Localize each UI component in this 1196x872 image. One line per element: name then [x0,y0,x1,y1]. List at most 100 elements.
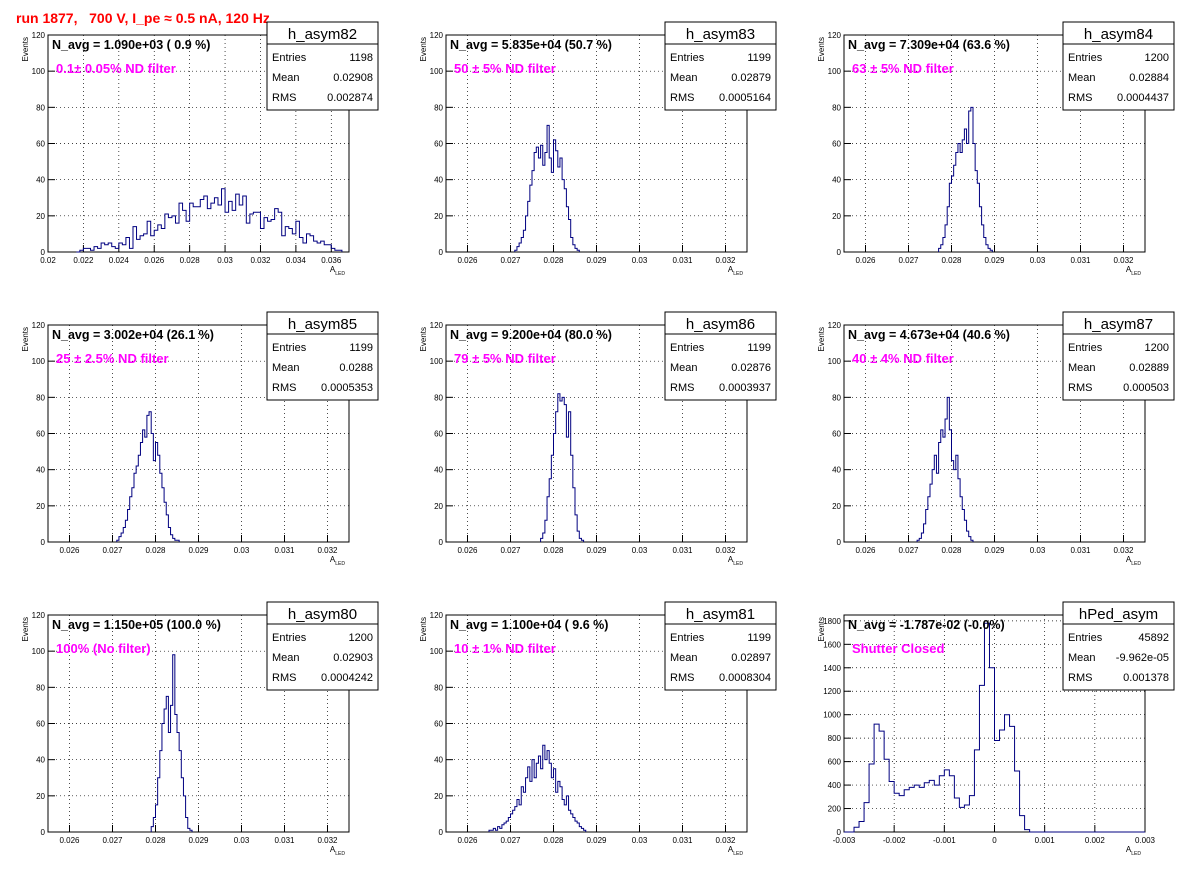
stats-label: RMS [670,672,694,684]
stats-label: Entries [1068,632,1103,644]
y-tick-label: 20 [36,792,45,801]
x-tick-label: 0.031 [274,836,295,845]
y-tick-label: 120 [430,31,444,40]
filter-annotation: Shutter Closed [852,641,945,656]
y-tick-label: 1800 [823,617,841,626]
x-tick-label: 0.032 [250,256,271,265]
x-tick-label: 0.026 [59,546,80,555]
x-tick-label: 0.031 [672,836,693,845]
histogram-series [938,106,993,252]
y-axis-label: Events [817,617,826,641]
stats-label: Entries [1068,52,1103,64]
y-tick-label: 0 [439,248,444,257]
y-tick-label: 80 [36,683,45,692]
x-axis-label-sub: LED [335,271,345,277]
stats-box-title: h_asym86 [686,316,755,333]
stats-label: Mean [1068,362,1096,374]
y-axis-label: Events [21,37,30,61]
stats-box-frame [1062,601,1175,691]
stats-box-title: h_asym80 [288,606,357,623]
histogram-panel-h_asym82: 0.02 0.022 0.024 0.026 0.028 0.03 0.032 0.034 0.… [21,21,379,277]
x-tick-label: 0.026 [855,256,876,265]
stats-box: h_asym84 Entries 1200 Mean 0.02884 RMS 0.00044… [1062,21,1175,111]
stats-value: 0.02908 [333,72,373,84]
stats-label: Mean [1068,72,1096,84]
histogram-panel-h_asym87: 0.026 0.027 0.028 0.029 0.03 0.031 0.032 0 20 40 6… [817,311,1175,567]
y-tick-label: 60 [434,430,443,439]
y-tick-label: 80 [434,683,443,692]
x-axis-label-sub: LED [1131,271,1141,277]
y-axis-label: Events [817,37,826,61]
stats-box: h_asym82 Entries 1198 Mean 0.02908 RMS 0.00287… [266,21,379,111]
stats-label: Entries [272,52,307,64]
y-tick-label: 100 [32,67,46,76]
y-tick-label: 1000 [823,711,841,720]
stats-value: 1198 [349,52,373,64]
stats-box-frame [266,601,379,691]
stats-value: 0.0005353 [321,382,373,394]
y-tick-label: 40 [36,756,45,765]
x-axis-label: ALED [1126,265,1141,277]
x-tick-label: 0.027 [500,836,521,845]
x-axis-label: ALED [1126,555,1141,567]
x-tick-label: -0.002 [883,836,906,845]
x-tick-label: 0.029 [586,836,607,845]
stats-label: RMS [1068,92,1092,104]
y-tick-label: 60 [832,430,841,439]
stats-box: h_asym80 Entries 1200 Mean 0.02903 RMS 0.00042… [266,601,379,691]
y-tick-label: 100 [32,357,46,366]
x-tick-label: 0.024 [109,256,130,265]
y-tick-label: 0 [439,538,444,547]
x-tick-label: 0.032 [1113,256,1134,265]
y-axis-label: Events [419,327,428,351]
stats-box-title: h_asym87 [1084,316,1153,333]
y-tick-label: 100 [430,357,444,366]
stats-label: Mean [670,652,698,664]
y-tick-label: 120 [828,321,842,330]
stats-label: Entries [670,342,705,354]
y-tick-label: 80 [36,103,45,112]
y-tick-label: 0 [41,538,46,547]
y-tick-label: 20 [434,212,443,221]
x-tick-label: 0.027 [898,256,919,265]
x-axis-label-sub: LED [335,561,345,567]
navg-text: N_avg = 9.200e+04 (80.0 %) [450,328,612,342]
x-tick-label: 0.026 [457,836,478,845]
y-tick-label: 120 [430,611,444,620]
y-axis-label: Events [817,327,826,351]
x-tick-label: -0.001 [933,836,956,845]
stats-label: RMS [272,672,296,684]
y-tick-label: 1200 [823,687,841,696]
x-tick-label: 0.03 [234,546,250,555]
x-axis-label-main: A [330,845,336,854]
histogram-series [488,744,587,832]
histogram-series [116,411,180,542]
y-tick-label: 20 [434,792,443,801]
stats-value: 1199 [747,342,771,354]
histogram-panel-h_asym81: 0.026 0.027 0.028 0.029 0.03 0.031 0.032 0 20 40 6… [419,601,777,857]
stats-label: RMS [1068,672,1092,684]
histogram-series [76,188,343,253]
x-tick-label: 0.029 [984,546,1005,555]
stats-value: -9.962e-05 [1116,652,1169,664]
x-tick-label: 0.03 [1030,256,1046,265]
stats-box-title: h_asym85 [288,316,357,333]
y-tick-label: 60 [36,140,45,149]
stats-value: 1199 [349,342,373,354]
stats-value: 0.0004437 [1117,92,1169,104]
y-tick-label: 0 [439,828,444,837]
stats-label: Entries [670,52,705,64]
stats-box-frame [266,21,379,111]
x-tick-label: 0.002 [1085,836,1106,845]
x-tick-label: 0.028 [543,546,564,555]
x-tick-label: 0.031 [1070,546,1091,555]
x-tick-label: 0.032 [715,546,736,555]
y-tick-label: 60 [434,140,443,149]
x-tick-label: 0.032 [1113,546,1134,555]
histogram-panel-h_asym84: 0.026 0.027 0.028 0.029 0.03 0.031 0.032 0 20 40 6… [817,21,1175,277]
y-tick-label: 20 [36,212,45,221]
stats-label: RMS [272,382,296,394]
stats-box-frame [266,311,379,401]
x-axis-label: ALED [728,265,743,277]
x-tick-label: 0.001 [1035,836,1056,845]
